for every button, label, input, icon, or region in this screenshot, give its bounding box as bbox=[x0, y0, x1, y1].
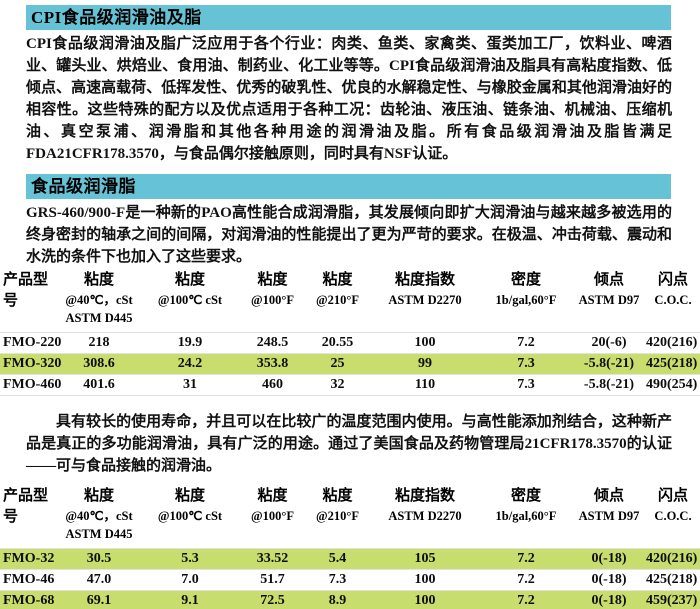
section2-paragraph: GRS-460/900-F是一种新的PAO高性能合成润滑脂，其发展倾向即扩大润滑… bbox=[26, 205, 672, 265]
column-header-flash-point: 闪点 C.O.C. bbox=[654, 272, 692, 307]
section2-title: 食品级润滑脂 bbox=[31, 177, 136, 196]
column-header-pour-point: 倾点 ASTM D97 bbox=[578, 488, 640, 523]
column-header-viscosity-210f: 粘度 @210°F bbox=[315, 488, 359, 523]
table-row-fmo-46: FMO-46 47.0 7.0 51.7 7.3 100 7.2 0(-18) … bbox=[0, 569, 700, 591]
table-row-fmo-460: FMO-460 401.6 31 460 32 110 7.3 -5.8(-21… bbox=[0, 374, 700, 396]
section2-header-band: 食品级润滑脂 bbox=[26, 174, 671, 199]
column-header-viscosity-100c: 粘度 @100℃ cSt bbox=[157, 488, 223, 523]
column-header-viscosity-210f: 粘度 @210°F bbox=[315, 272, 359, 307]
column-header-viscosity-index: 粘度指数 ASTM D2270 bbox=[388, 272, 462, 307]
table-row-fmo-220: FMO-220 218 19.9 248.5 20.55 100 7.2 20(… bbox=[0, 332, 700, 354]
table-row-fmo-68-highlighted: FMO-68 69.1 9.1 72.5 8.9 100 7.2 0(-18) … bbox=[0, 590, 700, 609]
section1-header-band: CPI食品级润滑油及脂 bbox=[26, 5, 671, 30]
column-header-model: 产品型号 bbox=[3, 488, 49, 525]
oil-spec-table-2: 产品型号 粘度 @40℃，cSt ASTM D445 粘度 @100℃ cSt … bbox=[0, 486, 700, 609]
column-header-viscosity-100f: 粘度 @100°F bbox=[250, 488, 294, 523]
middle-paragraph: 具有较长的使用寿命，并且可以在比较广的温度范围内使用。与高性能添加剂结合，这种新… bbox=[26, 414, 672, 474]
column-header-viscosity-index: 粘度指数 ASTM D2270 bbox=[388, 488, 462, 523]
column-header-flash-point: 闪点 C.O.C. bbox=[654, 488, 692, 523]
section1-title: CPI食品级润滑油及脂 bbox=[31, 8, 202, 27]
column-header-model: 产品型号 bbox=[3, 272, 49, 309]
document-page: CPI食品级润滑油及脂 CPI食品级润滑油及脂广泛应用于各个行业：肉类、鱼类、家… bbox=[0, 5, 700, 609]
column-header-viscosity-40c: 粘度 @40℃，cSt ASTM D445 bbox=[65, 272, 133, 325]
table2-header: 产品型号 粘度 @40℃，cSt ASTM D445 粘度 @100℃ cSt … bbox=[0, 486, 700, 549]
column-header-viscosity-100f: 粘度 @100°F bbox=[250, 272, 294, 307]
table-row-fmo-32-highlighted: FMO-32 30.5 5.3 33.52 5.4 105 7.2 0(-18)… bbox=[0, 548, 700, 570]
table1-header: 产品型号 粘度 @40℃，cSt ASTM D445 粘度 @100℃ cSt … bbox=[0, 270, 700, 333]
column-header-viscosity-40c: 粘度 @40℃，cSt ASTM D445 bbox=[65, 488, 133, 541]
column-header-density: 密度 1b/gal,60°F bbox=[495, 488, 557, 523]
column-header-pour-point: 倾点 ASTM D97 bbox=[578, 272, 640, 307]
table-row-fmo-320-highlighted: FMO-320 308.6 24.2 353.8 25 99 7.3 -5.8(… bbox=[0, 353, 700, 375]
column-header-density: 密度 1b/gal,60°F bbox=[495, 272, 557, 307]
oil-spec-table-1: 产品型号 粘度 @40℃，cSt ASTM D445 粘度 @100℃ cSt … bbox=[0, 270, 700, 396]
section1-paragraph: CPI食品级润滑油及脂广泛应用于各个行业：肉类、鱼类、家禽类、蛋类加工厂，饮料业… bbox=[26, 36, 672, 162]
column-header-viscosity-100c: 粘度 @100℃ cSt bbox=[157, 272, 223, 307]
